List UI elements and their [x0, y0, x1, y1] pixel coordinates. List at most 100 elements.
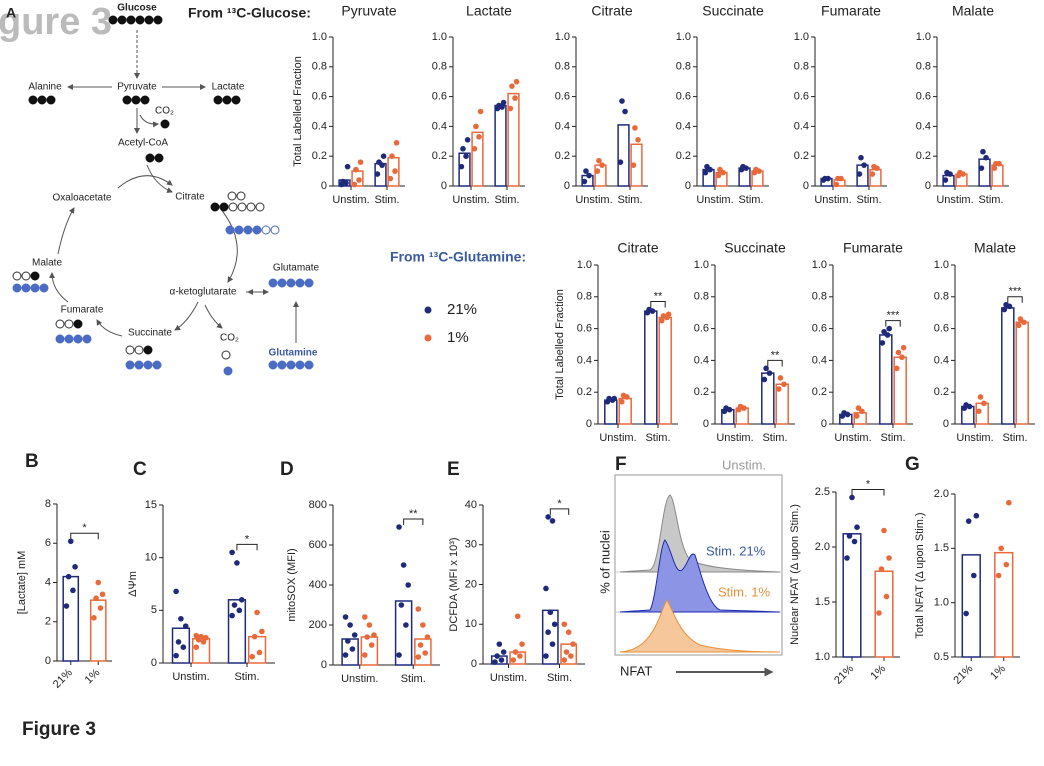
data-point — [1006, 499, 1012, 506]
y-tick-label: 0.2 — [432, 150, 447, 162]
data-point — [182, 623, 189, 629]
data-point — [396, 652, 402, 658]
significance-bracket — [767, 359, 783, 367]
y-tick-label: 0 — [151, 657, 157, 669]
arrow — [96, 319, 123, 337]
data-point — [254, 609, 260, 616]
y-tick-label: 0 — [471, 658, 477, 670]
chart: 0 200 400 600 800 mitoSOX (MFI) Unstim. Stim. ** — [286, 499, 440, 685]
node-label: Succinate — [128, 328, 172, 339]
data-point — [512, 95, 518, 101]
data-point — [173, 588, 179, 595]
significance-label: * — [245, 533, 250, 545]
atom — [223, 366, 233, 376]
significance-bracket — [403, 518, 424, 525]
y-tick-label: 0.4 — [555, 120, 570, 132]
x-tick-label: Unstim. — [716, 432, 753, 444]
data-point — [229, 612, 235, 619]
atom — [231, 95, 241, 105]
chart-title: Succinate — [702, 3, 764, 19]
x-tick-label: Unstim. — [956, 432, 993, 444]
atom — [255, 202, 265, 212]
data-point — [981, 400, 987, 407]
significance-label: *** — [1009, 286, 1023, 298]
data-point — [983, 154, 989, 161]
data-point — [563, 649, 570, 655]
significance-bracket — [70, 532, 99, 540]
y-tick-label: 0.4 — [694, 354, 709, 366]
y-axis-label: Total NFAT (Δ upon Stim.) — [914, 512, 926, 638]
data-point — [856, 171, 863, 177]
chart-title: Fumarate — [821, 3, 881, 19]
data-point — [543, 585, 549, 592]
data-point — [973, 512, 980, 519]
node-label: CO₂ — [220, 333, 239, 344]
x-tick-label: Stim. — [374, 194, 399, 206]
flow-histogram: Unstim. Stim. 21% Stim. 1% % of nuclei N… — [597, 457, 783, 678]
data-point — [599, 162, 605, 168]
data-point — [361, 652, 368, 658]
bar — [874, 570, 894, 658]
atom — [126, 15, 136, 25]
node-label: Fumarate — [61, 305, 104, 316]
atom — [108, 15, 118, 25]
atom — [64, 319, 74, 329]
data-point — [357, 159, 364, 165]
y-tick-label: 0 — [925, 180, 931, 192]
y-tick-label: 0.6 — [555, 91, 570, 103]
y-tick-label: 0 — [321, 659, 327, 671]
y-tick-label: 200 — [309, 619, 327, 631]
data-point — [198, 633, 204, 640]
data-point — [405, 582, 412, 588]
data-point — [256, 649, 263, 656]
data-point — [833, 181, 840, 188]
data-point — [347, 622, 353, 628]
data-point — [97, 605, 104, 611]
data-point — [464, 137, 471, 143]
data-point — [392, 168, 398, 174]
watermark: gure 3 — [0, 1, 112, 43]
y-tick-label: 0.2 — [694, 386, 709, 398]
chart: 0 0.2 0.4 0.6 0.8 1.0 Fumarate Unstim. Stim. *** — [812, 240, 913, 444]
x-tick-label: Stim. — [762, 432, 787, 444]
y-tick-label: 0.4 — [577, 354, 592, 366]
significance-bracket — [851, 489, 885, 496]
y-tick-label: 10 — [465, 618, 477, 630]
data-point — [611, 395, 618, 402]
x-tick-label: Stim. — [738, 194, 763, 206]
atom — [261, 225, 271, 235]
y-tick-label: 0 — [943, 418, 949, 430]
node-label: CO₂ — [155, 106, 174, 117]
panel-label: C — [133, 459, 147, 480]
data-point — [513, 78, 520, 85]
atom — [134, 360, 144, 370]
y-tick-label: 800 — [309, 499, 327, 511]
data-point — [881, 328, 887, 335]
data-point — [543, 653, 549, 659]
y-tick-label: 0.6 — [312, 91, 327, 103]
data-point — [193, 632, 200, 639]
y-tick-label: 600 — [309, 539, 327, 551]
data-point — [514, 613, 521, 620]
atom — [143, 345, 153, 355]
arrow — [146, 164, 173, 193]
node-label: Oxaloacetate — [53, 193, 112, 204]
y-tick-label: 0 — [441, 180, 447, 192]
x-tick-label: Unstim. — [341, 673, 378, 685]
atom — [73, 319, 83, 329]
data-point — [356, 177, 362, 183]
data-point — [519, 641, 525, 647]
x-tick-label: Stim. — [1002, 432, 1027, 444]
atom — [221, 350, 231, 360]
x-tick-label: 21% — [951, 663, 975, 687]
panel-label: F — [615, 454, 627, 475]
data-point — [561, 621, 568, 628]
significance-label: * — [866, 478, 871, 490]
data-point — [353, 166, 359, 173]
node-label: Acetyl-CoA — [118, 138, 168, 149]
data-point — [500, 649, 507, 655]
data-point — [420, 622, 426, 628]
data-point — [781, 381, 787, 388]
y-tick-label: 0.8 — [577, 291, 592, 303]
data-point — [561, 657, 568, 663]
